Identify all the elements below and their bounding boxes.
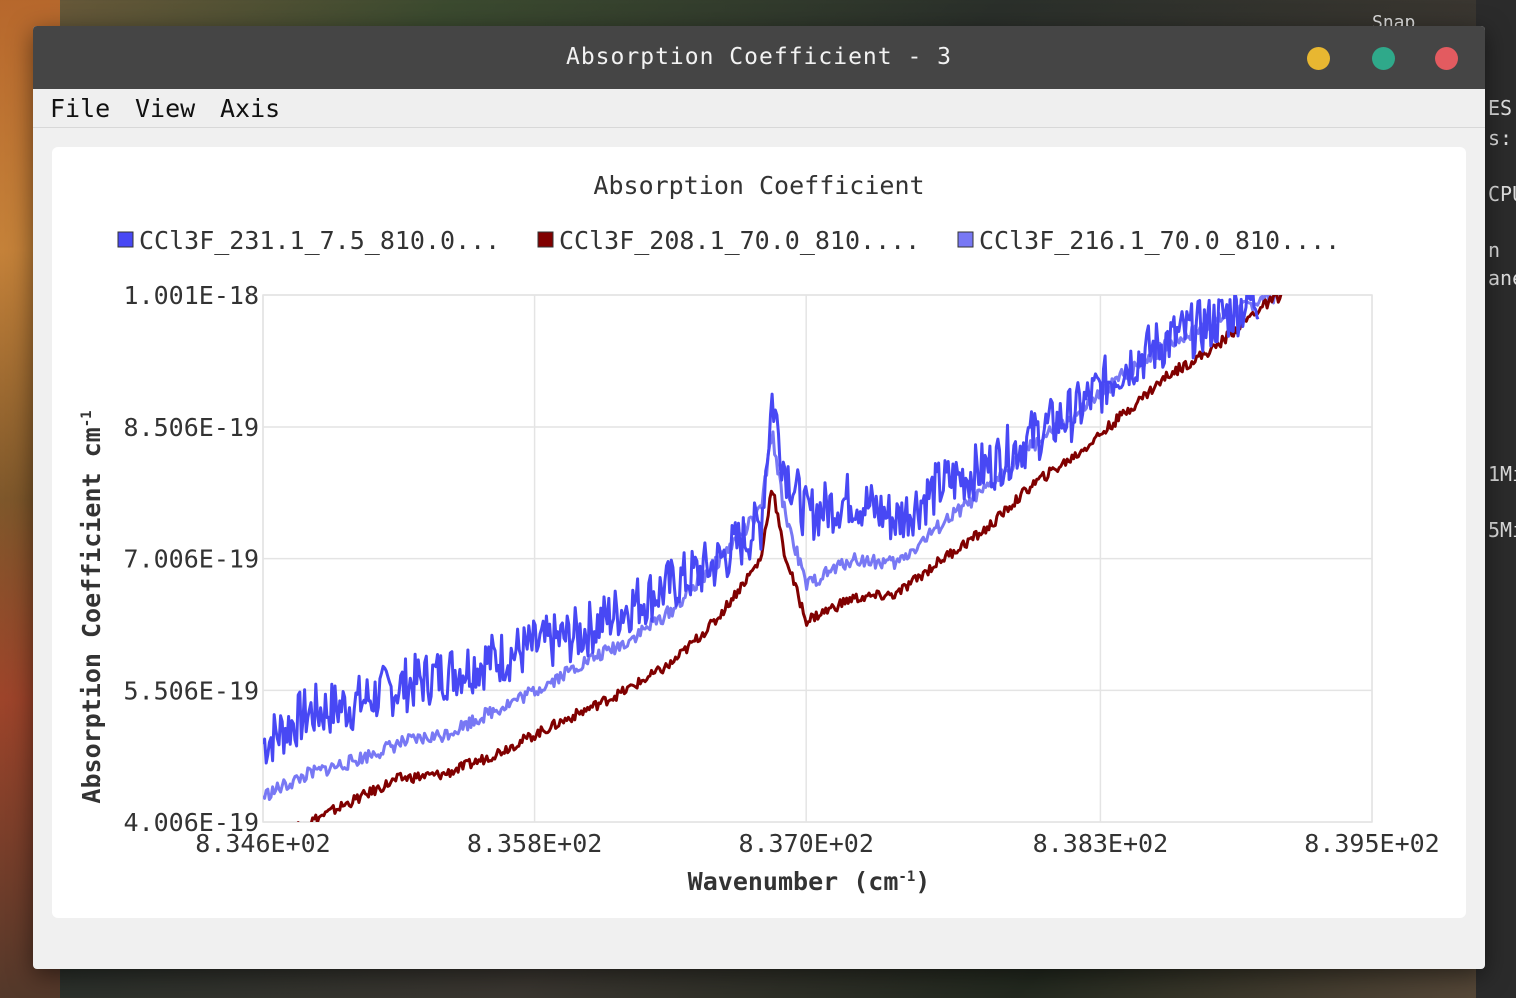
y-axis-label: Absorption Coefficient cm-1 (77, 410, 106, 803)
app-window: Absorption Coefficient - 3 File View Axi… (33, 26, 1485, 969)
legend-swatch (537, 231, 554, 248)
legend-swatch (117, 231, 134, 248)
plot-area (263, 295, 1283, 822)
menu-view[interactable]: View (135, 94, 196, 123)
chart-title: Absorption Coefficient (593, 171, 924, 200)
window-title: Absorption Coefficient - 3 (565, 44, 953, 70)
minimize-button[interactable] (1307, 47, 1330, 70)
x-tick-label: 8.370E+02 (738, 829, 873, 858)
menu-bar: File View Axis (33, 89, 1485, 128)
background-text: n (1488, 238, 1501, 262)
background-text: ane (1488, 266, 1516, 290)
x-tick-label: 8.358E+02 (467, 829, 602, 858)
title-bar[interactable]: Absorption Coefficient - 3 (33, 26, 1485, 89)
chart-panel: Absorption Coefficient CCl3F_231.1_7.5_8… (52, 147, 1466, 918)
grid (262, 294, 1373, 823)
legend-label: CCl3F_216.1_70.0_810.... (979, 226, 1340, 255)
y-tick-label: 1.001E-18 (124, 281, 259, 310)
legend-label: CCl3F_208.1_70.0_810.... (559, 226, 920, 255)
background-text: s: (1488, 126, 1513, 150)
x-tick-label: 8.346E+02 (195, 829, 330, 858)
y-tick-label: 8.506E-19 (124, 413, 259, 442)
x-axis: 8.346E+02 8.358E+02 8.370E+02 8.383E+02 8.39… (195, 829, 1439, 858)
series-line (263, 295, 1260, 765)
y-tick-label: 4.006E-19 (124, 808, 259, 837)
close-button[interactable] (1435, 47, 1458, 70)
y-tick-label: 7.006E-19 (124, 545, 259, 574)
maximize-button[interactable] (1372, 47, 1395, 70)
background-text: CPU (1488, 182, 1516, 206)
series-line (263, 295, 1283, 801)
background-text: 1Mi (1488, 462, 1516, 486)
menu-axis[interactable]: Axis (220, 94, 281, 123)
series-line (296, 295, 1283, 822)
background-text: ES (1488, 96, 1513, 120)
chart-svg[interactable]: Absorption Coefficient CCl3F_231.1_7.5_8… (52, 147, 1466, 918)
x-tick-label: 8.395E+02 (1304, 829, 1439, 858)
legend-swatch (957, 231, 974, 248)
legend: CCl3F_231.1_7.5_810.0... CCl3F_208.1_70.… (117, 226, 1340, 255)
y-axis: 4.006E-19 5.506E-19 7.006E-19 8.506E-19 1.00… (124, 281, 259, 837)
x-tick-label: 8.383E+02 (1033, 829, 1168, 858)
background-text: 5Mi (1488, 518, 1516, 542)
menu-file[interactable]: File (50, 94, 111, 123)
x-axis-label: Wavenumber (cm-1) (688, 867, 931, 896)
y-tick-label: 5.506E-19 (124, 676, 259, 705)
legend-label: CCl3F_231.1_7.5_810.0... (139, 226, 500, 255)
